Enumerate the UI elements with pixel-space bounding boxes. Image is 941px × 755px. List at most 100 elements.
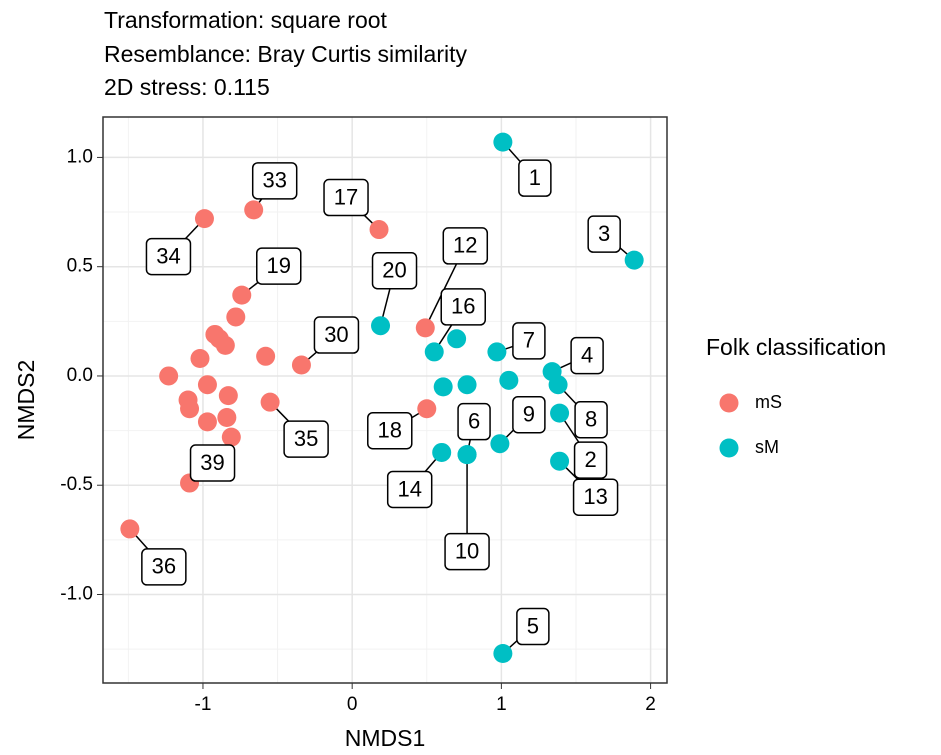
label-box (386, 470, 433, 509)
point (490, 434, 510, 454)
point-label: 9 (523, 402, 535, 427)
point (217, 407, 237, 427)
point-label: 34 (156, 243, 180, 268)
label-box (587, 215, 621, 253)
point (457, 375, 477, 395)
label-box (512, 395, 546, 434)
point (232, 285, 252, 305)
x-axis-label: NMDS1 (345, 725, 426, 751)
y-axis-label: NMDS2 (13, 360, 39, 441)
point (194, 209, 214, 229)
point (291, 355, 311, 375)
title-line: 2D stress: 0.115 (104, 74, 270, 100)
label-box (442, 227, 489, 265)
title-line: Transformation: square root (104, 7, 388, 33)
point-label: 12 (453, 233, 477, 258)
y-tick-label: -1.0 (60, 584, 93, 605)
point-label: 16 (451, 294, 475, 319)
point (415, 318, 435, 338)
point-label: 35 (294, 426, 318, 451)
label-box (367, 411, 413, 450)
point (457, 445, 477, 465)
label-box (457, 402, 491, 441)
point-label: 30 (324, 322, 348, 347)
label-box (251, 162, 298, 200)
legend-key (719, 438, 739, 458)
point-label: 5 (527, 613, 539, 638)
label-box (570, 336, 604, 375)
label-box (189, 444, 236, 482)
point (218, 386, 238, 406)
point (197, 412, 217, 432)
point (499, 370, 519, 390)
point (197, 375, 217, 395)
y-tick-label: 0.5 (67, 256, 93, 277)
label-box (512, 322, 546, 360)
point (256, 346, 276, 366)
point (226, 307, 246, 327)
title-line: Resemblance: Bray Curtis similarity (104, 41, 467, 67)
point-label: 33 (262, 168, 286, 193)
label-box (256, 247, 302, 285)
label-box (371, 251, 418, 290)
point (493, 643, 513, 663)
x-tick-label: 2 (645, 694, 656, 715)
point (432, 442, 452, 462)
point (550, 403, 570, 423)
point (417, 399, 437, 419)
point-label: 18 (378, 418, 402, 443)
point-label: 3 (598, 221, 610, 246)
point (487, 342, 507, 362)
point (371, 316, 391, 336)
point (221, 427, 241, 447)
legend-title: Folk classification (706, 334, 886, 360)
point (120, 519, 140, 539)
point (215, 335, 235, 355)
point (159, 366, 179, 386)
point-label: 6 (468, 408, 480, 433)
point-label: 17 (334, 184, 358, 209)
point-label: 19 (267, 253, 291, 278)
legend-label: mS (755, 392, 782, 412)
plot-border (102, 116, 668, 684)
points (120, 132, 644, 663)
point-label: 13 (583, 484, 607, 509)
point (180, 399, 200, 419)
x-tick-label: -1 (195, 694, 212, 715)
point (433, 377, 453, 397)
label-box (440, 288, 486, 326)
label-box (516, 607, 550, 646)
point-label: 4 (581, 342, 593, 367)
point-label: 10 (455, 538, 479, 563)
point (447, 329, 467, 349)
y-tick-label: 1.0 (67, 146, 93, 167)
x-tick-label: 1 (496, 694, 507, 715)
point-label: 20 (382, 258, 406, 283)
point (260, 392, 280, 412)
label-box (518, 159, 552, 197)
point (550, 451, 570, 471)
point-label: 1 (529, 165, 541, 190)
label-box (145, 237, 192, 276)
point (244, 200, 264, 220)
point-label: 8 (585, 407, 597, 432)
point (624, 250, 644, 270)
point (493, 132, 513, 152)
label-box (444, 532, 490, 571)
label-box (573, 441, 608, 479)
y-tick-label: -0.5 (60, 474, 93, 495)
label-box (313, 316, 360, 354)
label-box (283, 420, 329, 458)
point-label: 36 (152, 554, 176, 579)
point (424, 342, 444, 362)
label-box (574, 400, 608, 439)
label-box (141, 548, 187, 586)
y-tick-label: 0.0 (67, 365, 93, 386)
x-tick-label: 0 (347, 694, 358, 715)
point (190, 348, 210, 368)
legend-label: sM (755, 437, 779, 457)
point-label: 7 (523, 328, 535, 353)
